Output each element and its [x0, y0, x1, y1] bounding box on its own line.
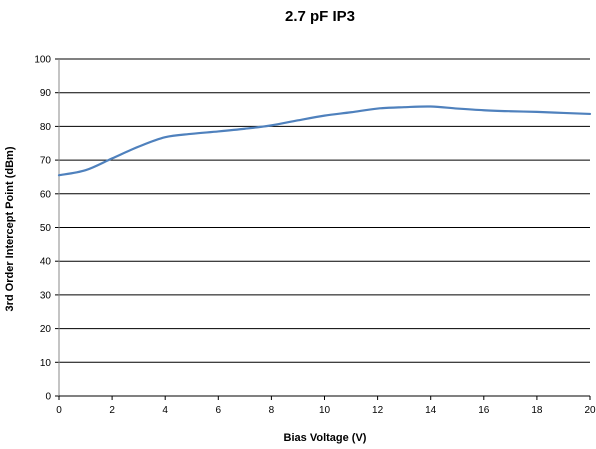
gridlines: [59, 58, 590, 363]
y-tick-label-70: 70: [40, 156, 52, 167]
y-tick-label-40: 40: [40, 257, 52, 268]
x-tick-label-4: 4: [162, 405, 168, 416]
x-tick-label-2: 2: [109, 405, 115, 416]
y-tick-label-50: 50: [40, 223, 52, 234]
x-tick-label-6: 6: [216, 405, 222, 416]
x-tick-label-10: 10: [319, 405, 331, 416]
y-tick-label-60: 60: [40, 189, 52, 200]
x-tick-label-12: 12: [372, 405, 384, 416]
x-tick-label-0: 0: [56, 405, 62, 416]
series: [57, 105, 592, 177]
y-tick-label-80: 80: [40, 122, 52, 133]
x-tick-label-18: 18: [531, 405, 543, 416]
x-tick-label-16: 16: [478, 405, 490, 416]
y-tick-label-30: 30: [40, 290, 52, 301]
chart-title: 2.7 pF IP3: [285, 8, 355, 25]
x-axis-label: Bias Voltage (V): [284, 432, 367, 444]
series-line-0: [57, 105, 592, 177]
y-axis-label: 3rd Order Intercept Point (dBm): [4, 146, 16, 311]
axes: [55, 58, 591, 400]
x-tick-labels: 0 2 4 6 8 10 12 14 16 18 20: [56, 405, 596, 416]
y-tick-label-0: 0: [45, 392, 51, 403]
x-tick-label-8: 8: [269, 405, 275, 416]
x-tick-label-14: 14: [425, 405, 437, 416]
y-tick-label-90: 90: [40, 88, 52, 99]
y-tick-label-100: 100: [34, 55, 51, 66]
y-tick-labels: 0 10 20 30 40 50 60 70 80 90 100: [34, 55, 51, 403]
y-tick-label-20: 20: [40, 324, 52, 335]
y-tick-label-10: 10: [40, 358, 52, 369]
x-tick-label-20: 20: [584, 405, 596, 416]
